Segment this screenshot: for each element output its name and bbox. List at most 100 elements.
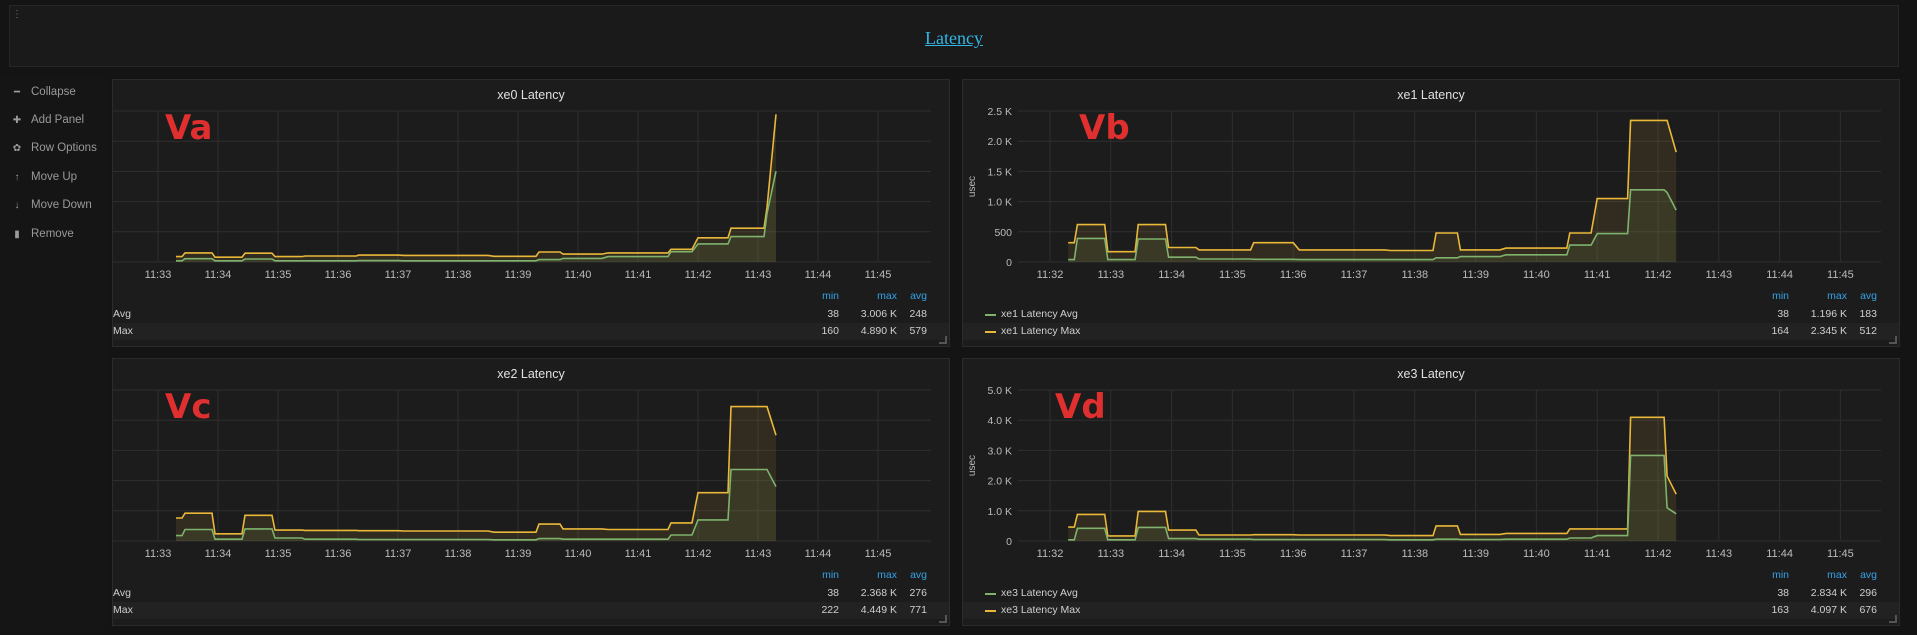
legend-value-min: 38 [827, 587, 839, 599]
x-tick-label: 11:37 [1341, 548, 1368, 559]
legend-header-max[interactable]: max [877, 569, 897, 581]
y-tick-label: 2.5 K [987, 106, 1012, 118]
x-tick-label: 11:33 [1097, 548, 1124, 559]
legend-swatch [985, 331, 996, 333]
legend-header-avg[interactable]: avg [910, 569, 927, 581]
panel-xe0-latency[interactable]: xe0 Latency 11:33 11:34 11:35 11:36 11:37 11:3… [112, 79, 950, 347]
panel-xe2-latency[interactable]: xe2 Latency 11:33 11:34 11:35 11:36 11:37 11:3… [112, 358, 950, 626]
legend-header-max[interactable]: max [877, 290, 897, 302]
panel-xe3-latency[interactable]: xe3 Latency 11:32 11:33 11:34 11:35 11:36 11:3… [962, 358, 1900, 626]
drag-handle-icon[interactable]: ⋮ [12, 9, 22, 20]
remove-button[interactable]: ▮ Remove [12, 228, 74, 240]
x-tick-label: 11:33 [145, 269, 172, 280]
legend-value-min: 160 [821, 325, 839, 337]
x-tick-label: 11:45 [865, 548, 892, 559]
legend-header-min[interactable]: min [822, 569, 839, 581]
panel-title[interactable]: xe2 Latency [497, 367, 565, 381]
legend-series-name: xe3 Latency Avg [1001, 587, 1078, 599]
series-area-avg [1068, 189, 1677, 262]
legend-header-avg[interactable]: avg [1860, 290, 1877, 302]
legend-swatch [985, 610, 996, 612]
trash-icon: ▮ [14, 228, 20, 240]
row-options-button[interactable]: ✿ Row Options [12, 142, 97, 154]
legend-value-max: 4.097 K [1810, 604, 1847, 616]
y-tick-label: 0 [1006, 536, 1012, 548]
legend-value-min: 38 [1777, 308, 1789, 320]
panel-title[interactable]: xe0 Latency [497, 88, 565, 102]
legend-row[interactable]: Max 160 4.890 K 579 [113, 323, 949, 340]
x-tick-label: 11:43 [745, 269, 772, 280]
panel-title[interactable]: xe1 Latency [1397, 88, 1465, 102]
legend-header-min[interactable]: min [822, 290, 839, 302]
x-tick-label: 11:37 [1341, 269, 1368, 280]
latency-chart[interactable]: 11:33 11:34 11:35 11:36 11:37 11:38 11:39 11:40… [113, 80, 949, 280]
series-line-max [176, 405, 777, 535]
collapse-button[interactable]: ━ Collapse [12, 86, 76, 98]
add-panel-button[interactable]: ✚ Add Panel [12, 114, 84, 126]
legend-value-max: 2.834 K [1810, 587, 1847, 599]
legend-row[interactable]: Avg 38 3.006 K 248 [113, 306, 949, 323]
panel-resize-handle[interactable] [1889, 336, 1897, 344]
latency-chart[interactable]: 11:32 11:33 11:34 11:35 11:36 11:37 11:38 11:39… [963, 80, 1899, 280]
legend-header-avg[interactable]: avg [910, 290, 927, 302]
legend-header-min[interactable]: min [1772, 569, 1789, 581]
series-line-avg [1068, 189, 1677, 261]
series-area-max [1068, 120, 1677, 263]
x-tick-label: 11:41 [1584, 269, 1611, 280]
row-options-label: Row Options [31, 142, 97, 154]
series-line-max [176, 114, 777, 258]
x-tick-label: 11:39 [1462, 548, 1489, 559]
legend-header-avg[interactable]: avg [1860, 569, 1877, 581]
x-tick-label: 11:38 [1401, 548, 1428, 559]
panel-resize-handle[interactable] [939, 615, 947, 623]
legend-value-avg: 296 [1859, 587, 1877, 599]
x-tick-label: 11:35 [1219, 269, 1246, 280]
legend-series-name: Avg [113, 587, 131, 599]
x-tick-label: 11:39 [505, 269, 532, 280]
x-tick-label: 11:37 [385, 269, 412, 280]
x-tick-label: 11:35 [1219, 548, 1246, 559]
legend-row[interactable]: xe1 Latency Avg 38 1.196 K 183 [963, 306, 1899, 323]
latency-chart[interactable]: 11:33 11:34 11:35 11:36 11:37 11:38 11:39 11:40… [113, 359, 949, 559]
legend-value-max: 4.890 K [860, 325, 897, 337]
legend-row[interactable]: xe3 Latency Max 163 4.097 K 676 [963, 602, 1899, 619]
series-line-max [1068, 119, 1677, 253]
row-title-link[interactable]: Latency [925, 28, 983, 48]
legend-swatch [985, 593, 996, 595]
legend-value-avg: 512 [1859, 325, 1877, 337]
x-tick-label: 11:34 [205, 269, 232, 280]
panel-marker-label: Vd [1055, 387, 1106, 427]
y-tick-label: 5.0 K [987, 385, 1012, 397]
panel-xe1-latency[interactable]: xe1 Latency 11:32 11:33 11:34 11:35 11:36 11:3… [962, 79, 1900, 347]
legend-row[interactable]: Avg 38 2.368 K 276 [113, 585, 949, 602]
legend-row[interactable]: xe1 Latency Max 164 2.345 K 512 [963, 323, 1899, 340]
legend-row[interactable]: xe3 Latency Avg 38 2.834 K 296 [963, 585, 1899, 602]
x-tick-label: 11:34 [1158, 548, 1185, 559]
x-tick-label: 11:41 [625, 548, 652, 559]
move-up-label: Move Up [31, 171, 78, 183]
move-up-button[interactable]: ↑ Move Up [12, 171, 78, 183]
legend-value-max: 2.345 K [1810, 325, 1847, 337]
series-line-avg [1068, 454, 1677, 541]
panel-resize-handle[interactable] [1889, 615, 1897, 623]
legend-header-min[interactable]: min [1772, 290, 1789, 302]
legend-value-max: 3.006 K [860, 308, 897, 320]
legend-value-min: 222 [821, 604, 839, 616]
x-tick-label: 11:36 [325, 269, 352, 280]
x-tick-label: 11:35 [265, 548, 292, 559]
legend-header-max[interactable]: max [1827, 290, 1847, 302]
legend-series-name: xe1 Latency Avg [1001, 308, 1078, 320]
plus-icon: ✚ [12, 114, 22, 126]
y-tick-label: 2.0 K [987, 136, 1012, 148]
panel-title[interactable]: xe3 Latency [1397, 367, 1465, 381]
legend-row[interactable]: Max 222 4.449 K 771 [113, 602, 949, 619]
latency-chart[interactable]: 11:32 11:33 11:34 11:35 11:36 11:37 11:38 11:39… [963, 359, 1899, 559]
x-tick-label: 11:36 [1280, 548, 1307, 559]
legend-header-max[interactable]: max [1827, 569, 1847, 581]
series-area-avg [176, 171, 776, 262]
x-tick-label: 11:40 [565, 548, 592, 559]
legend-series-name: xe3 Latency Max [1001, 604, 1081, 616]
move-down-button[interactable]: ↓ Move Down [12, 199, 92, 211]
panel-resize-handle[interactable] [939, 336, 947, 344]
move-down-label: Move Down [31, 199, 92, 211]
